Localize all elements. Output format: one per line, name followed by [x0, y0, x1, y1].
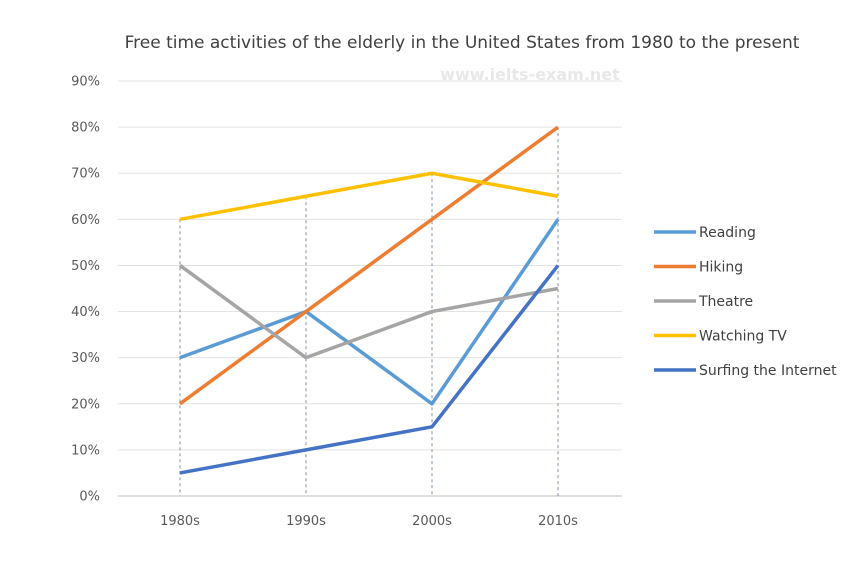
legend-label: Surfing the Internet — [699, 363, 837, 379]
x-axis-ticks: 1980s 1990s 2000s 2010s — [160, 514, 578, 529]
x-tick-label: 1980s — [160, 514, 200, 529]
y-axis-ticks: 0% 10% 20% 30% 40% 50% 60% 70% 80% 90% — [71, 75, 100, 505]
y-tick-label: 80% — [71, 121, 100, 136]
chart-title: Free time activities of the elderly in t… — [125, 33, 800, 53]
y-tick-label: 50% — [71, 259, 100, 274]
x-tick-label: 1990s — [286, 514, 326, 529]
series-line-hiking — [178, 125, 560, 406]
y-tick-label: 30% — [71, 351, 100, 366]
legend-label: Watching TV — [699, 329, 787, 345]
y-tick-label: 60% — [71, 213, 100, 228]
y-tick-label: 10% — [71, 443, 100, 458]
y-tick-label: 70% — [71, 167, 100, 182]
y-tick-label: 40% — [71, 305, 100, 320]
legend-label: Hiking — [699, 260, 743, 276]
y-tick-label: 20% — [71, 397, 100, 412]
legend: Reading Hiking Theatre Watching TV Surfing t… — [654, 225, 837, 379]
legend-label: Theatre — [698, 294, 753, 310]
x-tick-label: 2000s — [412, 514, 452, 529]
series-lines — [178, 125, 560, 475]
series-line-watching-tv — [179, 171, 559, 222]
legend-label: Reading — [699, 225, 756, 241]
series-line-surfing-the-internet — [179, 264, 560, 475]
x-tick-label: 2010s — [538, 514, 578, 529]
gridlines — [118, 80, 622, 497]
y-tick-label: 0% — [79, 490, 100, 505]
series-line-reading — [179, 218, 560, 406]
watermark: www.ielts-exam.net — [440, 65, 620, 84]
y-tick-label: 90% — [71, 75, 100, 90]
series-line-theatre — [178, 264, 559, 360]
